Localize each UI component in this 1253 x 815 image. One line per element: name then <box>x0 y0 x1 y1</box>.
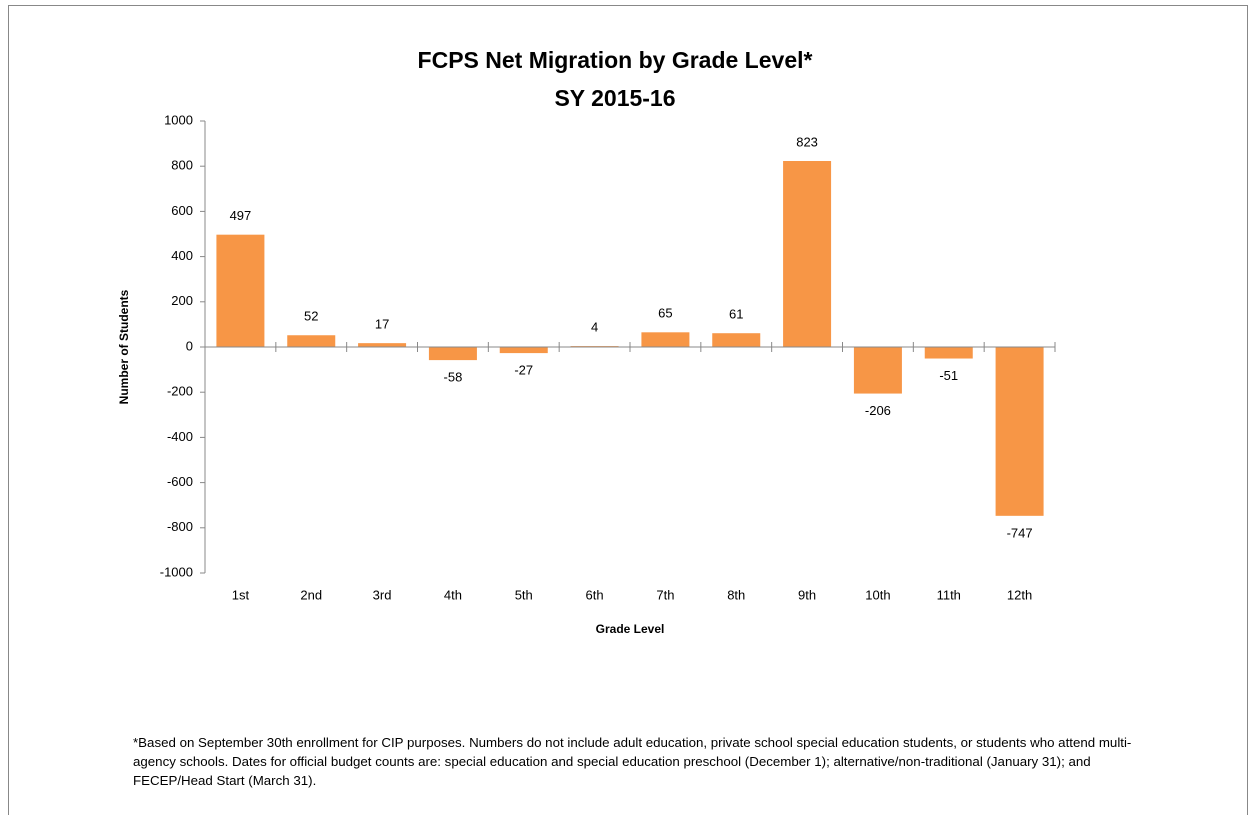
bar <box>641 332 690 347</box>
bar <box>783 161 832 347</box>
y-tick-label: 1000 <box>164 112 193 127</box>
y-axis-title: Number of Students <box>117 289 131 404</box>
y-tick-label: 200 <box>171 293 193 308</box>
data-label: 823 <box>796 134 818 149</box>
y-tick-label: -1000 <box>160 564 193 579</box>
data-label: -51 <box>939 368 958 383</box>
x-tick-label: 11th <box>937 587 961 602</box>
x-axis-title: Grade Level <box>596 622 665 636</box>
data-label: -747 <box>1007 525 1033 540</box>
chart-border <box>8 5 1248 815</box>
data-label: 17 <box>375 317 389 332</box>
bar <box>853 347 902 394</box>
chart-subtitle: SY 2015-16 <box>554 85 675 111</box>
x-tick-label: 3rd <box>373 587 392 602</box>
y-tick-label: 0 <box>186 338 193 353</box>
bar <box>428 347 477 361</box>
bar <box>499 347 548 354</box>
y-tick-label: -800 <box>167 519 193 534</box>
data-label: 52 <box>304 309 318 324</box>
data-label: 4 <box>591 320 598 335</box>
bar <box>358 343 407 347</box>
x-tick-label: 9th <box>798 587 816 602</box>
data-label: -58 <box>444 370 463 385</box>
y-tick-label: -400 <box>167 429 193 444</box>
chart-title: FCPS Net Migration by Grade Level* <box>418 47 813 73</box>
x-tick-label: 12th <box>1007 587 1032 602</box>
bar <box>216 234 265 347</box>
data-label: -27 <box>514 363 533 378</box>
x-tick-label: 8th <box>727 587 745 602</box>
y-tick-label: 400 <box>171 248 193 263</box>
y-tick-label: 600 <box>171 203 193 218</box>
x-tick-label: 7th <box>656 587 674 602</box>
x-tick-label: 1st <box>232 587 250 602</box>
footnote: *Based on September 30th enrollment for … <box>133 735 1132 788</box>
data-label: 65 <box>658 306 672 321</box>
data-label: 61 <box>729 307 743 322</box>
bar <box>995 347 1044 516</box>
y-tick-label: -600 <box>167 474 193 489</box>
x-tick-label: 6th <box>586 587 604 602</box>
x-tick-label: 2nd <box>300 587 322 602</box>
y-tick-label: 800 <box>171 158 193 173</box>
bar <box>287 335 336 347</box>
x-tick-label: 10th <box>865 587 890 602</box>
bar <box>924 347 973 359</box>
x-tick-label: 4th <box>444 587 462 602</box>
y-tick-label: -200 <box>167 384 193 399</box>
data-label: -206 <box>865 403 891 418</box>
data-label: 497 <box>230 208 252 223</box>
bar <box>712 333 761 347</box>
x-tick-label: 5th <box>515 587 533 602</box>
